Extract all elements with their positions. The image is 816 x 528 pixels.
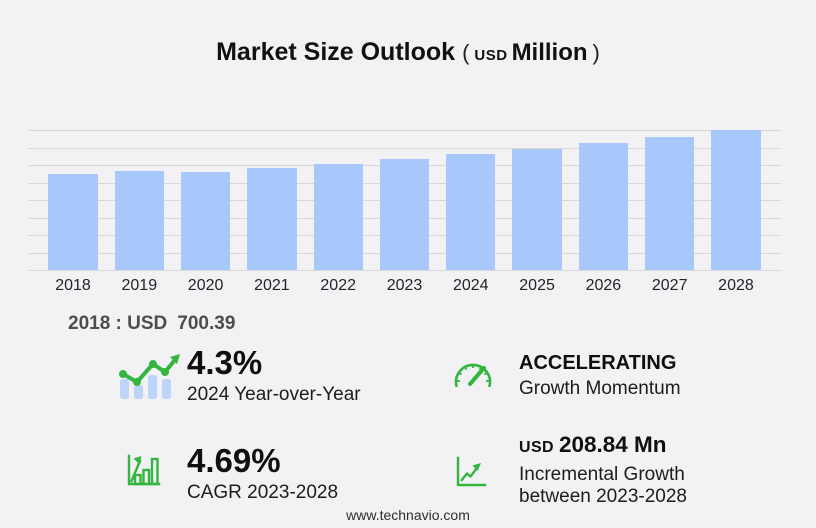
chart-title-currency: USD xyxy=(474,47,508,64)
stat-cagr: 4.69% CAGR 2023-2028 xyxy=(187,443,338,504)
bar-column-2023: 2023 xyxy=(379,130,430,294)
bar-2020 xyxy=(180,171,231,270)
speedometer-icon xyxy=(450,355,496,392)
chart-title: Market Size Outlook(USD Million) xyxy=(0,38,816,67)
bar-2024 xyxy=(446,153,496,270)
x-label-2025: 2025 xyxy=(519,277,555,294)
x-label-2023: 2023 xyxy=(386,277,423,294)
x-label-2018: 2018 xyxy=(55,277,91,294)
x-label-2021: 2021 xyxy=(254,277,290,294)
x-label-2019: 2019 xyxy=(121,277,158,294)
base-year-value: 700.39 xyxy=(177,313,236,334)
gridline xyxy=(28,130,781,131)
bar-2019 xyxy=(114,170,164,270)
bar-column-2020: 2020 xyxy=(180,130,231,294)
base-year-label: 2018 : USD xyxy=(68,313,168,334)
stat-momentum: ACCELERATING Growth Momentum xyxy=(519,352,681,400)
x-label-2022: 2022 xyxy=(320,277,356,294)
chart-title-unit: Million xyxy=(511,39,588,66)
chart-title-main: Market Size Outlook xyxy=(216,38,456,66)
yoy-label: 2024 Year-over-Year xyxy=(187,384,361,405)
incremental-value: 208.84 Mn xyxy=(558,432,667,457)
base-year-note: 2018 : USD 700.39 xyxy=(68,313,235,335)
paren-open: ( xyxy=(462,40,470,65)
bar-column-2019: 2019 xyxy=(114,130,164,294)
bars: 2018 2019 2020 2021 2022 2023 2024 2025 2026 2027… xyxy=(28,130,781,294)
bar-2023 xyxy=(379,158,430,270)
bar-column-2026: 2026 xyxy=(578,130,629,294)
bar-2028 xyxy=(711,130,761,270)
cagr-label: CAGR 2023-2028 xyxy=(187,482,339,503)
cagr-value: 4.69% xyxy=(187,442,281,479)
x-label-2024: 2024 xyxy=(452,277,489,294)
bar-column-2024: 2024 xyxy=(446,130,496,294)
bar-column-2028: 2028 xyxy=(711,130,761,294)
incremental-label-line1: Incremental Growth xyxy=(519,464,685,485)
bar-column-2018: 2018 xyxy=(48,130,98,294)
bar-2025 xyxy=(512,148,562,270)
bar-trend-icon xyxy=(117,352,181,404)
gridline xyxy=(28,147,781,149)
bar-2021 xyxy=(247,167,297,270)
x-label-2027: 2027 xyxy=(651,277,688,294)
x-label-2026: 2026 xyxy=(585,277,622,294)
bar-2018 xyxy=(48,173,98,270)
incremental-currency: USD xyxy=(519,439,554,456)
stat-yoy: 4.3% 2024 Year-over-Year xyxy=(187,345,361,406)
momentum-label: Growth Momentum xyxy=(519,378,681,399)
gridline xyxy=(28,270,781,271)
trend-axes-icon xyxy=(454,455,488,494)
bar-2027 xyxy=(645,136,695,270)
x-label-2028: 2028 xyxy=(718,277,754,294)
incremental-label-line2: between 2023-2028 xyxy=(519,485,687,507)
bar-column-2022: 2022 xyxy=(313,130,363,294)
x-label-2020: 2020 xyxy=(187,277,224,294)
paren-close: ) xyxy=(592,40,600,65)
bar-2026 xyxy=(578,143,629,270)
bar-column-2025: 2025 xyxy=(512,130,562,294)
bar-column-2021: 2021 xyxy=(247,130,297,294)
bar-column-2027: 2027 xyxy=(645,130,695,294)
bar-2022 xyxy=(313,163,363,270)
website-url: www.technavio.com xyxy=(346,507,470,523)
growth-chart-icon xyxy=(125,453,161,493)
incremental-value-line: USD 208.84 Mn xyxy=(519,433,687,459)
bar-chart-plot: 2018 2019 2020 2021 2022 2023 2024 2025 2026 2027… xyxy=(28,130,781,294)
momentum-value: ACCELERATING xyxy=(519,352,677,374)
stat-incremental: USD 208.84 Mn Incremental Growth between … xyxy=(519,433,687,507)
yoy-value: 4.3% xyxy=(187,344,263,381)
